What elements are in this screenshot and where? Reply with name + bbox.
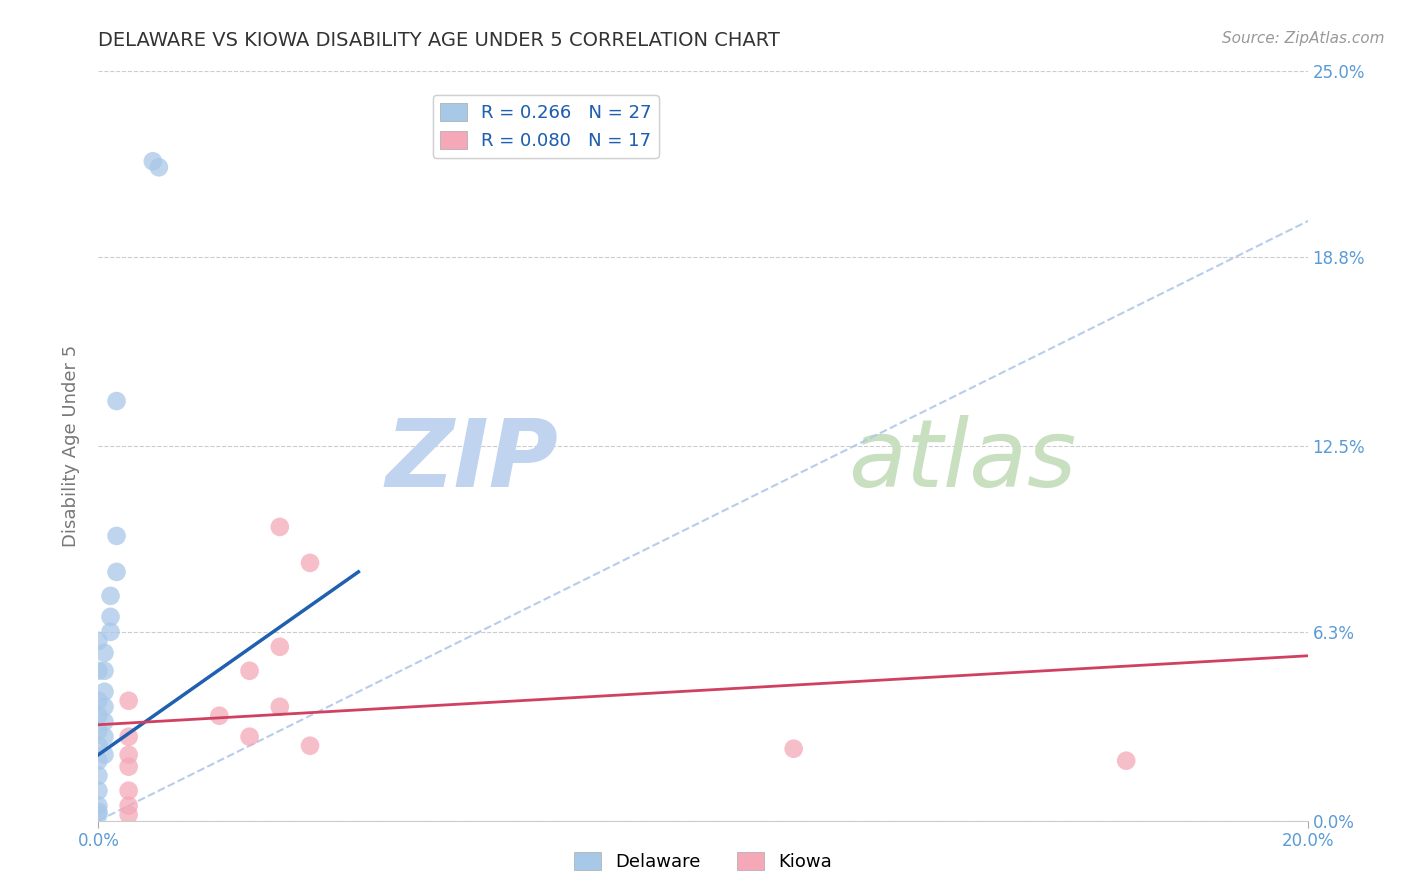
Point xyxy=(93,699,115,714)
Point xyxy=(118,747,141,762)
Legend: Delaware, Kiowa: Delaware, Kiowa xyxy=(567,845,839,879)
Point xyxy=(100,610,122,624)
Point xyxy=(87,739,110,753)
Point xyxy=(93,747,115,762)
Point xyxy=(239,730,262,744)
Point xyxy=(105,565,128,579)
Point xyxy=(100,589,122,603)
Point xyxy=(105,394,128,409)
Point xyxy=(783,741,806,756)
Point xyxy=(93,664,115,678)
Point xyxy=(87,769,110,783)
Point xyxy=(93,646,115,660)
Point xyxy=(269,699,291,714)
Point xyxy=(105,529,128,543)
Point xyxy=(118,807,141,822)
Point xyxy=(87,754,110,768)
Point xyxy=(208,708,231,723)
Text: ZIP: ZIP xyxy=(385,415,558,507)
Point xyxy=(87,694,110,708)
Point xyxy=(269,640,291,654)
Point xyxy=(93,685,115,699)
Point xyxy=(87,723,110,738)
Point xyxy=(118,694,141,708)
Point xyxy=(239,664,262,678)
Point xyxy=(87,633,110,648)
Point xyxy=(87,664,110,678)
Point xyxy=(93,730,115,744)
Text: DELAWARE VS KIOWA DISABILITY AGE UNDER 5 CORRELATION CHART: DELAWARE VS KIOWA DISABILITY AGE UNDER 5… xyxy=(98,31,780,50)
Point xyxy=(299,739,322,753)
Legend: R = 0.266   N = 27, R = 0.080   N = 17: R = 0.266 N = 27, R = 0.080 N = 17 xyxy=(433,95,659,158)
Point xyxy=(299,556,322,570)
Point xyxy=(1115,754,1137,768)
Point xyxy=(87,783,110,797)
Point xyxy=(148,161,170,175)
Point xyxy=(142,154,165,169)
Point xyxy=(87,798,110,813)
Point xyxy=(93,714,115,729)
Point xyxy=(269,520,291,534)
Y-axis label: Disability Age Under 5: Disability Age Under 5 xyxy=(62,345,80,547)
Text: atlas: atlas xyxy=(848,416,1077,507)
Point xyxy=(118,783,141,797)
Text: Source: ZipAtlas.com: Source: ZipAtlas.com xyxy=(1222,31,1385,46)
Point xyxy=(118,730,141,744)
Point xyxy=(87,708,110,723)
Point xyxy=(118,798,141,813)
Point xyxy=(118,760,141,774)
Point xyxy=(100,624,122,639)
Point xyxy=(87,805,110,819)
Point xyxy=(87,807,110,822)
